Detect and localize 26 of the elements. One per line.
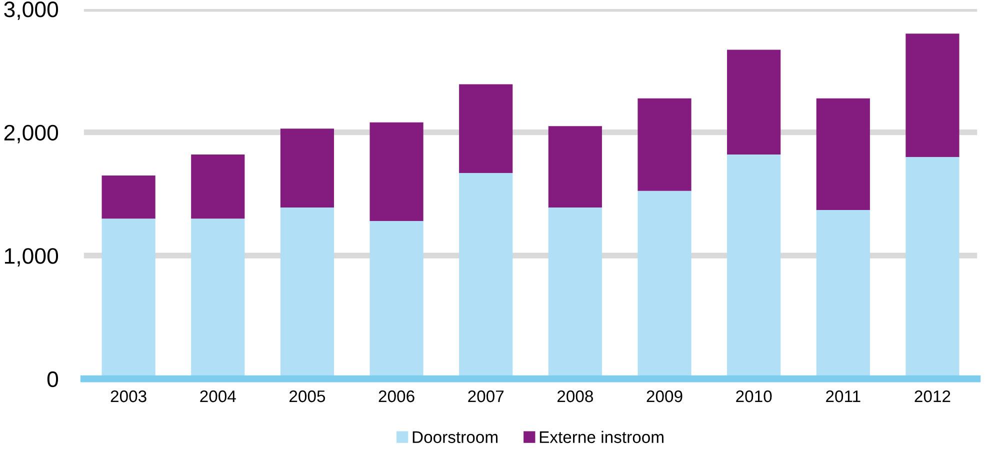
bar [459, 84, 513, 173]
bar [727, 50, 781, 154]
y-tick-label: 3,000 [4, 2, 58, 20]
bar [816, 98, 870, 210]
bar [280, 128, 334, 208]
y-tick-label: 2,000 [4, 124, 58, 144]
x-tick-label: 2004 [200, 390, 236, 402]
bar [548, 126, 602, 208]
bar [191, 154, 245, 219]
x-tick-label: 2007 [468, 390, 504, 402]
bar [906, 34, 960, 157]
x-tick-label: 2011 [826, 390, 860, 402]
bar [638, 98, 692, 191]
legend-label: Doorstroom [412, 431, 498, 444]
x-tick-label: 2006 [378, 390, 414, 402]
bar [102, 175, 156, 219]
y-tick-label: 0 [47, 371, 58, 388]
x-tick-label: 2003 [110, 390, 146, 402]
x-tick-label: 2005 [290, 390, 326, 402]
x-tick-label: 2010 [736, 390, 772, 402]
x-tick-label: 2009 [646, 390, 682, 402]
x-tick-label: 2008 [557, 390, 593, 402]
y-tick-label: 1,000 [4, 248, 58, 266]
bar [370, 122, 424, 222]
legend-label: Externe instroom [540, 430, 664, 444]
x-tick-label: 2012 [914, 390, 950, 402]
